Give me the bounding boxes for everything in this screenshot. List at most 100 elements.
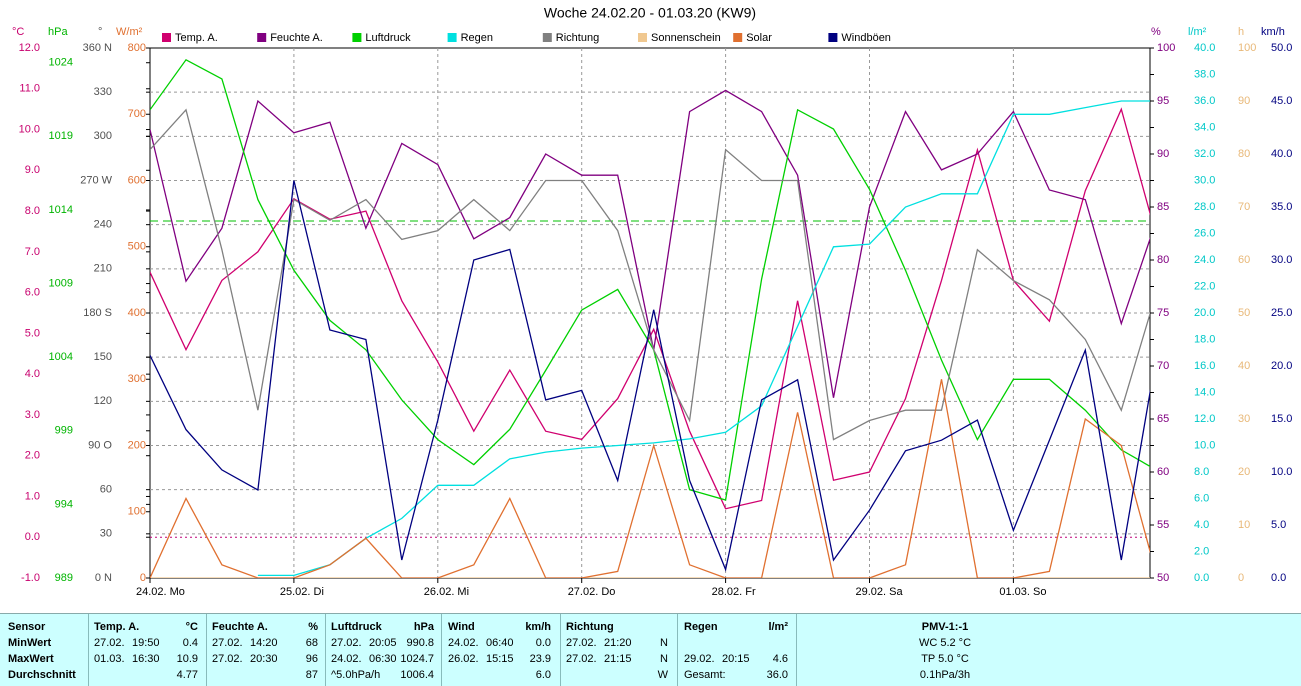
- table-cell: 14:20: [250, 637, 278, 649]
- y-tick-label: 1004: [49, 351, 73, 363]
- y-tick-label: 28.0: [1194, 201, 1215, 213]
- table-cell: 20:15: [722, 653, 750, 665]
- legend-label: Feuchte A.: [270, 32, 323, 44]
- table-cell: 4.6: [772, 653, 788, 665]
- y-tick-label: 1024: [49, 57, 73, 69]
- table-cell: 68: [305, 637, 318, 649]
- y-tick-label: 18.0: [1194, 333, 1215, 345]
- y-tick-label: 11.0: [19, 83, 40, 95]
- y-tick-label: -1.0: [21, 572, 40, 584]
- x-tick-label: 26.02. Mi: [424, 586, 469, 598]
- legend-label: Solar: [746, 32, 772, 44]
- table-cell: 1024.7: [400, 653, 434, 665]
- legend-swatch: [352, 33, 362, 42]
- table-cell: 6.0: [535, 669, 551, 681]
- y-tick-label: 85: [1157, 201, 1169, 213]
- chart-title: Woche 24.02.20 - 01.03.20 (KW9): [544, 5, 756, 21]
- y-tick-label: 10: [1238, 519, 1250, 531]
- y-tick-label: 1.0: [25, 490, 40, 502]
- table-cell: 27.02.: [331, 637, 362, 649]
- axis-unit: l/m²: [1188, 26, 1207, 38]
- column-separator: [88, 614, 89, 686]
- table-cell: 23.9: [529, 653, 551, 665]
- y-tick-label: 200: [128, 439, 146, 451]
- y-tick-label: 30.0: [1194, 174, 1215, 186]
- chart: Woche 24.02.20 - 01.03.20 (KW9) °C -1.0 0.…: [12, 5, 1292, 598]
- y-tick-label: 65: [1157, 413, 1169, 425]
- header-cell: Luftdruck: [331, 621, 382, 633]
- table-cell: 27.02.: [94, 637, 125, 649]
- y-tick-label: 0: [140, 572, 146, 584]
- table-cell: 27.02.: [566, 653, 597, 665]
- y-tick-label: 300: [94, 130, 112, 142]
- y-tick-label: 2.0: [1194, 545, 1209, 557]
- table-cell: 21:20: [604, 637, 632, 649]
- y-tick-label: 14.0: [1194, 386, 1215, 398]
- y-tick-label: 50: [1157, 572, 1169, 584]
- y-tick-label: 994: [55, 498, 73, 510]
- y-tick-label: 8.0: [25, 205, 40, 217]
- axis-unit: km/h: [1261, 26, 1285, 38]
- y-tick-label: 8.0: [1194, 466, 1209, 478]
- table-cell: 24.02.: [448, 637, 479, 649]
- table-cell: 10.9: [176, 653, 198, 665]
- legend-label: Temp. A.: [175, 32, 218, 44]
- y-tick-label: 800: [128, 42, 146, 54]
- y-tick-label: 0 N: [95, 572, 112, 584]
- legend-label: Richtung: [556, 32, 599, 44]
- y-tick-label: 5.0: [25, 327, 40, 339]
- y-tick-label: 12.0: [19, 42, 40, 54]
- table-cell: 27.02.: [212, 653, 243, 665]
- table-cell: 0.1hPa/3h: [919, 669, 971, 681]
- y-tick-label: 500: [128, 241, 146, 253]
- y-tick-label: 7.0: [25, 246, 40, 258]
- y-tick-label: 1019: [49, 130, 73, 142]
- y-tick-label: 70: [1157, 360, 1169, 372]
- table-cell: 15:15: [486, 653, 514, 665]
- y-tick-label: 5.0: [1271, 519, 1286, 531]
- table-cell: 16:30: [132, 653, 160, 665]
- x-tick-label: 25.02. Di: [280, 586, 324, 598]
- table-cell: 06:40: [486, 637, 514, 649]
- table-cell: WC 5.2 °C: [918, 637, 972, 649]
- legend-label: Windböen: [841, 32, 891, 44]
- table-cell: 21:15: [604, 653, 632, 665]
- y-tick-label: 45.0: [1271, 95, 1292, 107]
- header-cell: km/h: [525, 621, 551, 633]
- y-tick-label: 360 N: [83, 42, 112, 54]
- legend-label: Sonnenschein: [651, 32, 721, 44]
- column-separator: [206, 614, 207, 686]
- table-cell: 1006.4: [400, 669, 434, 681]
- y-tick-label: 20.0: [1271, 360, 1292, 372]
- y-tick-label: 4.0: [25, 368, 40, 380]
- y-tick-label: 50.0: [1271, 42, 1292, 54]
- column-separator: [441, 614, 442, 686]
- y-tick-label: 20: [1238, 466, 1250, 478]
- y-tick-label: 55: [1157, 519, 1169, 531]
- y-tick-label: 600: [128, 174, 146, 186]
- y-tick-label: 0.0: [1271, 572, 1286, 584]
- y-tick-label: 60: [100, 484, 112, 496]
- y-tick-label: 180 S: [83, 307, 112, 319]
- table-cell: W: [657, 669, 668, 681]
- y-tick-label: 25.0: [1271, 307, 1292, 319]
- table-cell: 01.03.: [94, 653, 125, 665]
- header-cell: Wind: [448, 621, 475, 633]
- column-separator: [325, 614, 326, 686]
- y-tick-label: 70: [1238, 201, 1250, 213]
- y-tick-label: 240: [94, 219, 112, 231]
- y-tick-label: 75: [1157, 307, 1169, 319]
- header-cell: Temp. A.: [94, 621, 140, 633]
- column-separator: [796, 614, 797, 686]
- axis-unit: °: [98, 26, 102, 38]
- y-tick-label: 90: [1157, 148, 1169, 160]
- y-tick-label: 300: [128, 373, 146, 385]
- x-tick-label: 28.02. Fr: [712, 586, 756, 598]
- table-cell: 27.02.: [212, 637, 243, 649]
- y-tick-label: 26.0: [1194, 227, 1215, 239]
- y-tick-label: 10.0: [19, 123, 40, 135]
- y-tick-label: 3.0: [25, 409, 40, 421]
- table-cell: 4.77: [176, 669, 198, 681]
- legend-swatch: [542, 33, 552, 42]
- y-tick-label: 120: [94, 395, 112, 407]
